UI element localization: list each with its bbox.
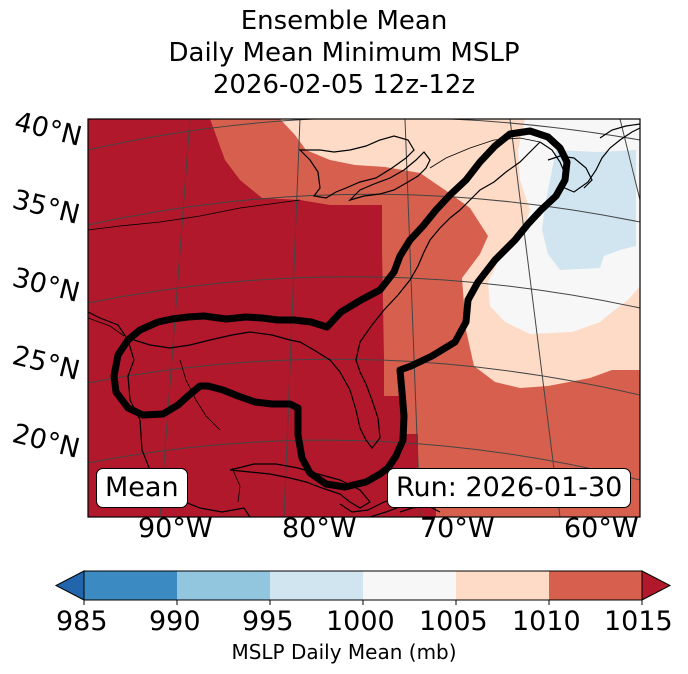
colorbar-tick-990: 990 (149, 606, 201, 637)
title-line-2: Daily Mean Minimum MSLP (168, 38, 520, 68)
lon-label-60: 60°W (564, 513, 639, 544)
colorbar-bin-985-990 (84, 571, 177, 600)
colorbar-bin-1005-1010 (456, 571, 549, 600)
lon-label-90: 90°W (138, 513, 213, 544)
colorbar-bin-1000-1005 (363, 571, 456, 600)
mean-contour (110, 127, 571, 491)
coastlines (88, 123, 640, 517)
colorbar (54, 570, 672, 605)
colorbar-tick-1005: 1005 (419, 606, 488, 637)
lon-label-70: 70°W (420, 513, 495, 544)
colorbar-extend-high (641, 570, 672, 601)
colorbar-tick-985: 985 (56, 606, 108, 637)
colorbar-bin-990-995 (177, 571, 270, 600)
colorbar-bin-995-1000 (270, 571, 363, 600)
colorbar-tick-1000: 1000 (326, 606, 395, 637)
title-line-3: 2026-02-05 12z-12z (212, 70, 476, 100)
lon-label-80: 80°W (282, 513, 357, 544)
colorbar-label: MSLP Daily Mean (mb) (231, 640, 457, 664)
map-frame (87, 118, 641, 518)
colorbar-bin-1010-1015 (549, 571, 642, 600)
borders (88, 137, 541, 503)
colorbar-tick-1010: 1010 (512, 606, 581, 637)
title-line-1: Ensemble Mean (240, 6, 448, 36)
colorbar-tick-1015: 1015 (604, 606, 673, 637)
colorbar-tick-995: 995 (242, 606, 294, 637)
run-date-box: Run: 2026-01-30 (387, 468, 632, 508)
mean-label-box: Mean (96, 468, 188, 508)
colorbar-extend-low (54, 570, 85, 601)
